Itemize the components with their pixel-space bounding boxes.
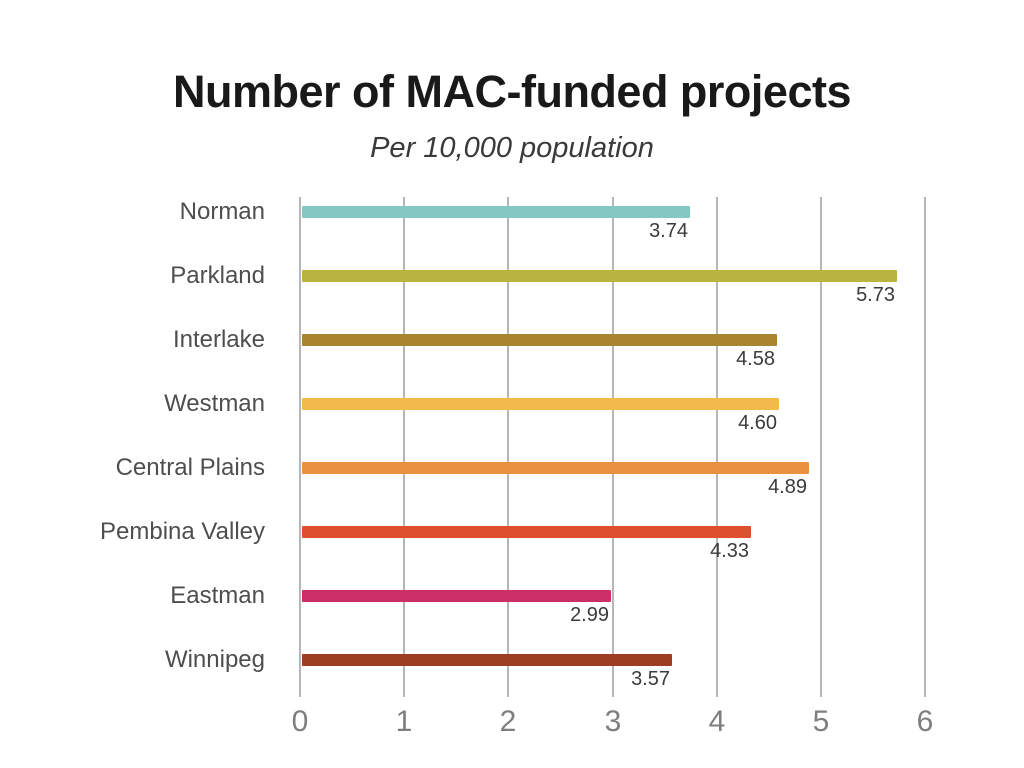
x-axis-tick-label: 1 bbox=[395, 705, 413, 738]
x-axis-tick-label: 6 bbox=[916, 705, 934, 738]
x-axis-tick-label: 0 bbox=[291, 705, 309, 738]
value-label: 5.73 bbox=[856, 284, 895, 306]
value-label: 4.89 bbox=[768, 476, 807, 498]
category-label-westman: Westman bbox=[164, 390, 265, 417]
bar-westman bbox=[302, 398, 779, 410]
bar-winnipeg bbox=[302, 654, 672, 666]
value-label: 4.33 bbox=[710, 540, 749, 562]
chart-subtitle: Per 10,000 population bbox=[370, 132, 654, 164]
value-label: 4.60 bbox=[738, 412, 777, 434]
bar-norman bbox=[302, 206, 690, 218]
bar-interlake bbox=[302, 334, 777, 346]
gridline-x-5 bbox=[820, 197, 822, 697]
category-label-eastman: Eastman bbox=[170, 582, 265, 609]
gridline-x-3 bbox=[612, 197, 614, 697]
bar-eastman bbox=[302, 590, 611, 602]
value-label: 3.57 bbox=[631, 668, 670, 690]
category-label-central-plains: Central Plains bbox=[115, 454, 265, 481]
category-label-norman: Norman bbox=[179, 198, 265, 225]
value-label: 4.58 bbox=[736, 348, 775, 370]
x-axis-tick-label: 3 bbox=[604, 705, 622, 738]
x-axis-tick-label: 4 bbox=[708, 705, 726, 738]
bar-pembina-valley bbox=[302, 526, 751, 538]
category-label-winnipeg: Winnipeg bbox=[164, 646, 265, 673]
gridline-x-2 bbox=[507, 197, 509, 697]
gridline-x-4 bbox=[716, 197, 718, 697]
x-axis-tick-label: 5 bbox=[812, 705, 830, 738]
bar-central-plains bbox=[302, 462, 809, 474]
gridline-x-0 bbox=[299, 197, 301, 697]
x-axis-tick-label: 2 bbox=[499, 705, 517, 738]
gridline-x-6 bbox=[924, 197, 926, 697]
category-label-interlake: Interlake bbox=[172, 326, 265, 353]
value-label: 2.99 bbox=[570, 604, 609, 626]
gridline-x-1 bbox=[403, 197, 405, 697]
value-label: 3.74 bbox=[649, 220, 688, 242]
plot-area: 0 1 2 3 4 5 6 3.74 5.73 4.58 4.60 4.89 4.33 2.99 3.57 bbox=[292, 197, 933, 738]
category-label-pembina-valley: Pembina Valley bbox=[100, 518, 265, 545]
category-label-parkland: Parkland bbox=[170, 262, 265, 289]
bar-parkland bbox=[302, 270, 897, 282]
chart-title: Number of MAC-funded projects bbox=[173, 66, 852, 117]
